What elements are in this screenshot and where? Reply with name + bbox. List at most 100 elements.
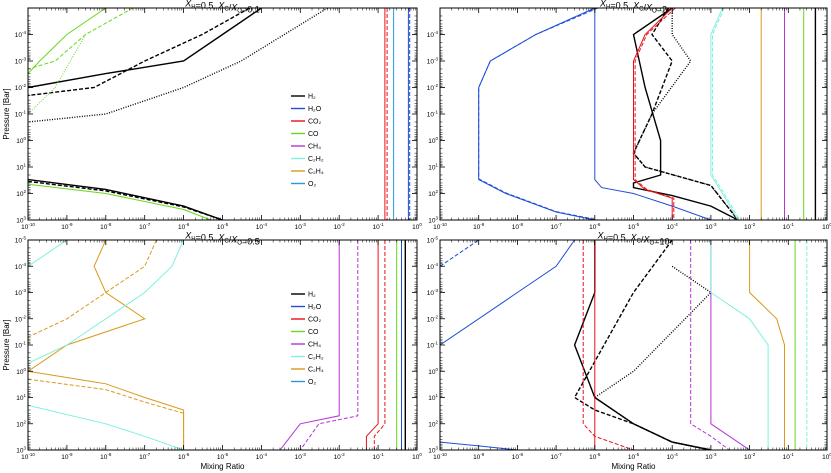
series-h2o-solid-3	[594, 8, 712, 220]
y-tick-label: 100	[16, 367, 26, 376]
series-co-dashed-5	[28, 8, 134, 70]
series-co-dotted-6	[28, 34, 86, 115]
y-tick-label: 10-4	[427, 30, 439, 39]
chart-panel-4: 10-10 10-9 10-8 10-7 10-6 10-5 10-4 10-3 10-2 10-…	[427, 231, 831, 472]
series-h2-dashed-5	[632, 8, 739, 220]
legend-label: CH₄	[308, 144, 321, 151]
series-c2h2-solid-11	[710, 240, 769, 450]
legend: H₂ H₂O CO₂ CO CH₄ C₂H₂ C₂H₄ O₂	[291, 94, 324, 188]
series-h2-solid-7	[28, 178, 223, 220]
x-tick-label: 10-7	[139, 452, 151, 461]
plot-frame	[27, 239, 418, 451]
series-h2-dotted-6	[593, 265, 712, 450]
y-tick-label: 10-5	[427, 236, 439, 245]
series-c2h4-solid-12	[749, 240, 785, 450]
x-tick-label: 10-8	[512, 452, 524, 461]
plot-frame	[439, 239, 828, 451]
chart-panel-1: 10-10 10-9 10-8 10-7 10-6 10-5 10-4 10-3 10-2 10-…	[2, 0, 422, 231]
series-co-solid-4	[28, 8, 107, 74]
y-tick-label: 103	[16, 446, 26, 455]
x-tick-label: 10-2	[334, 452, 346, 461]
y-tick-label: 10-4	[15, 262, 27, 271]
legend-label: C₂H₄	[308, 367, 324, 374]
panel-title: XH=0.5, XC/XO=0.5	[184, 231, 259, 247]
x-tick-label: 10-7	[139, 222, 151, 231]
x-tick-label: 10-3	[705, 452, 717, 461]
y-axis-label: Pressure [Bar]	[2, 319, 11, 370]
y-tick-label: 10-4	[427, 262, 439, 271]
series-h2o-dashed-1	[440, 240, 479, 267]
series-co2-dashed-11	[373, 240, 386, 450]
y-tick-label: 10-1	[427, 110, 439, 119]
x-tick-label: 100	[412, 452, 422, 461]
x-tick-label: 10-4	[256, 222, 268, 231]
y-tick-label: 103	[428, 446, 438, 455]
series-c2h4-dashed-3	[28, 240, 157, 338]
x-tick-label: 10-2	[744, 222, 756, 231]
legend-label: CO₂	[308, 317, 322, 324]
series-h2-dashed-8	[28, 180, 223, 220]
y-tick-label: 10-1	[15, 110, 27, 119]
legend-label: C₂H₄	[308, 169, 324, 176]
legend-label: H₂	[308, 94, 316, 101]
x-tick-label: 10-1	[372, 452, 384, 461]
y-tick-label: 103	[428, 216, 438, 225]
y-tick-label: 101	[428, 163, 438, 172]
y-tick-label: 100	[16, 136, 26, 145]
legend-label: C₂H₂	[308, 156, 324, 163]
x-tick-label: 10-5	[217, 222, 229, 231]
series-h2-dashed-2	[28, 8, 251, 97]
series-c2h2-solid-9	[710, 8, 739, 220]
series-ch4-dashed-10	[690, 240, 730, 450]
series-co2-dashed-8	[582, 240, 634, 450]
y-axis-label: Pressure [Bar]	[2, 88, 11, 139]
x-tick-label: 10-9	[473, 452, 485, 461]
chart-panel-3: 10-10 10-9 10-8 10-7 10-6 10-5 10-4 10-3 10-2 10-…	[2, 231, 422, 472]
x-tick-label: 10-9	[473, 222, 485, 231]
y-tick-label: 102	[428, 189, 438, 198]
x-tick-label: 10-5	[217, 452, 229, 461]
x-tick-label: 10-4	[256, 452, 268, 461]
series-h2o-dashed-2	[478, 8, 599, 220]
panel-title: XH=0.5, XC/XO=2	[599, 0, 667, 15]
x-tick-label: 100	[822, 452, 831, 461]
y-tick-label: 102	[16, 419, 26, 428]
legend-label: CH₄	[308, 342, 321, 349]
legend-label: H₂O	[308, 106, 322, 113]
legend-label: CO	[308, 131, 319, 138]
y-tick-label: 101	[428, 393, 438, 402]
series-h2-solid-4	[632, 8, 739, 220]
x-tick-label: 10-1	[783, 452, 795, 461]
y-tick-label: 10-5	[15, 236, 27, 245]
x-tick-label: 10-10	[21, 452, 35, 461]
x-tick-label: 10-2	[744, 452, 756, 461]
series-ch4-dashed-9	[299, 240, 359, 450]
x-axis-label: Mixing Ratio	[611, 462, 656, 471]
x-tick-label: 10-5	[628, 222, 640, 231]
x-tick-label: 10-6	[589, 452, 601, 461]
chart-panel-2: 10-10 10-9 10-8 10-7 10-6 10-5 10-4 10-3 10-2 10-…	[427, 0, 831, 231]
x-axis-label: Mixing Ratio	[200, 462, 245, 471]
y-tick-label: 100	[428, 136, 438, 145]
legend-label: O₂	[308, 379, 316, 386]
x-tick-label: 10-8	[100, 452, 112, 461]
x-tick-label: 10-10	[433, 452, 447, 461]
panel-title: XH=0.5, XC/XO=10	[597, 231, 670, 247]
legend-label: CO₂	[308, 119, 322, 126]
x-tick-label: 10-1	[372, 222, 384, 231]
series-c2h4-dashed-6	[28, 378, 185, 450]
series-c2h2-solid-7	[28, 404, 184, 450]
y-tick-label: 101	[16, 163, 26, 172]
x-tick-label: 10-9	[61, 222, 73, 231]
y-tick-label: 100	[428, 367, 438, 376]
x-tick-label: 10-5	[628, 452, 640, 461]
legend-label: O₂	[308, 181, 316, 188]
legend-label: H₂	[308, 292, 316, 299]
x-tick-label: 10-7	[550, 452, 562, 461]
y-tick-label: 101	[16, 393, 26, 402]
y-tick-label: 10-2	[427, 83, 439, 92]
y-tick-label: 10-2	[427, 314, 439, 323]
x-tick-label: 10-2	[334, 222, 346, 231]
series-co2-solid-10	[365, 240, 379, 450]
